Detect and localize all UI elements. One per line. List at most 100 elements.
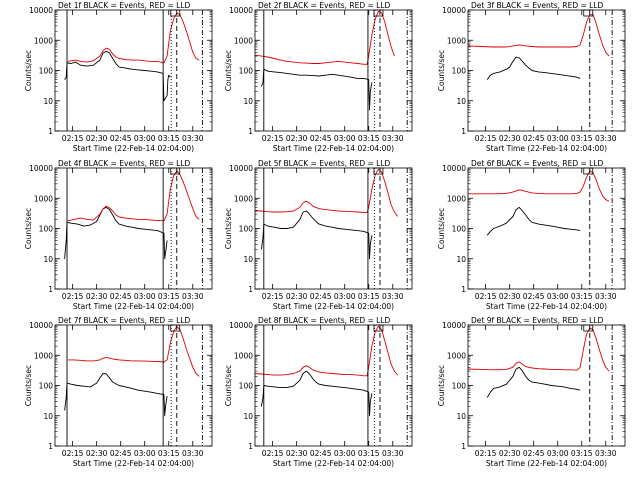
x-tick-label: 02:30 xyxy=(286,449,308,458)
x-tick-label: 02:45 xyxy=(523,292,545,301)
x-tick-label: 02:45 xyxy=(310,292,332,301)
y-tick-label: 1000 xyxy=(234,194,253,203)
y-axis-label: Counts/sec xyxy=(437,50,446,91)
x-tick-label: 03:00 xyxy=(134,292,156,301)
x-tick-label: 03:15 xyxy=(571,449,593,458)
x-tick-label: 03:00 xyxy=(547,134,569,143)
lld-series-line xyxy=(67,325,200,377)
x-tick-label: 03:30 xyxy=(595,292,617,301)
x-tick-label: 03:15 xyxy=(571,292,593,301)
x-tick-label: 02:15 xyxy=(262,292,284,301)
y-tick-label: 100 xyxy=(452,382,467,391)
panel-title: Det 9f BLACK = Events, RED = LLD xyxy=(471,316,604,325)
x-tick-label: 03:30 xyxy=(595,449,617,458)
x-tick-label: 02:45 xyxy=(310,449,332,458)
y-tick-label: 1000 xyxy=(234,36,253,45)
panel-title: Det 6f BLACK = Events, RED = LLD xyxy=(471,159,604,168)
x-tick-label: 02:30 xyxy=(86,134,108,143)
y-tick-label: 10 xyxy=(243,412,253,421)
x-tick-label: 03:00 xyxy=(134,134,156,143)
x-axis-label: Start Time (22-Feb-14 02:04:00) xyxy=(486,302,607,311)
y-tick-label: 10000 xyxy=(229,321,253,330)
y-tick-label: 10 xyxy=(456,255,466,264)
events-series-line xyxy=(260,210,373,260)
events-series-line xyxy=(64,206,168,260)
x-axis-label: Start Time (22-Feb-14 02:04:00) xyxy=(273,302,394,311)
events-series-line xyxy=(64,373,168,417)
y-tick-label: 1 xyxy=(48,127,53,136)
x-tick-label: 03:30 xyxy=(182,292,204,301)
panel-title: Det 8f BLACK = Events, RED = LLD xyxy=(258,316,391,325)
x-tick-label: 03:15 xyxy=(158,449,180,458)
panel-title: Det 7f BLACK = Events, RED = LLD xyxy=(58,316,191,325)
y-axis-label: Counts/sec xyxy=(224,50,233,91)
x-tick-label: 03:15 xyxy=(358,292,380,301)
events-series-line xyxy=(260,68,373,111)
x-tick-label: 03:30 xyxy=(382,449,404,458)
y-tick-label: 1000 xyxy=(34,194,53,203)
y-tick-label: 1000 xyxy=(447,351,466,360)
detector-panel-7: 1 10 100 1000 10000 02:15 02:30 02:45 03:00 03:15… xyxy=(24,316,213,468)
x-tick-label: 03:30 xyxy=(182,134,204,143)
x-tick-label: 02:15 xyxy=(475,449,497,458)
x-tick-label: 03:30 xyxy=(382,292,404,301)
x-tick-label: 02:30 xyxy=(499,449,521,458)
y-axis-label: Counts/sec xyxy=(224,365,233,406)
detector-panel-8: 1 10 100 1000 10000 02:15 02:30 02:45 03:00 03:15… xyxy=(224,316,413,468)
x-tick-label: 03:30 xyxy=(182,449,204,458)
y-tick-label: 1 xyxy=(48,442,53,451)
x-tick-label: 03:30 xyxy=(595,134,617,143)
events-series-line xyxy=(260,370,373,417)
x-axis-label: Start Time (22-Feb-14 02:04:00) xyxy=(273,144,394,153)
y-tick-label: 100 xyxy=(39,67,54,76)
x-tick-label: 02:15 xyxy=(475,134,497,143)
y-tick-label: 100 xyxy=(452,67,467,76)
x-tick-label: 03:30 xyxy=(382,134,404,143)
y-axis-label: Counts/sec xyxy=(24,208,33,249)
x-tick-label: 02:15 xyxy=(262,449,284,458)
x-tick-label: 03:00 xyxy=(547,292,569,301)
plot-frame xyxy=(467,324,626,447)
x-tick-label: 02:45 xyxy=(110,449,132,458)
detector-panel-4: 1 10 100 1000 10000 02:15 02:30 02:45 03:00 03:15… xyxy=(24,159,213,311)
x-axis-label: Start Time (22-Feb-14 02:04:00) xyxy=(73,459,194,468)
x-axis-label: Start Time (22-Feb-14 02:04:00) xyxy=(73,144,194,153)
y-axis-label: Counts/sec xyxy=(24,365,33,406)
events-series-line xyxy=(64,50,171,102)
plot-frame xyxy=(54,167,213,290)
y-tick-label: 100 xyxy=(39,225,54,234)
y-tick-label: 1000 xyxy=(34,36,53,45)
x-tick-label: 02:30 xyxy=(86,292,108,301)
x-axis-label: Start Time (22-Feb-14 02:04:00) xyxy=(273,459,394,468)
x-tick-label: 03:15 xyxy=(158,134,180,143)
x-tick-label: 02:30 xyxy=(499,292,521,301)
panel-title: Det 1f BLACK = Events, RED = LLD xyxy=(58,1,191,10)
x-tick-label: 02:15 xyxy=(475,292,497,301)
y-axis-label: Counts/sec xyxy=(224,208,233,249)
x-tick-label: 02:45 xyxy=(310,134,332,143)
y-tick-label: 10000 xyxy=(229,164,253,173)
y-tick-label: 10000 xyxy=(29,321,53,330)
y-axis-label: Counts/sec xyxy=(437,365,446,406)
y-tick-label: 10000 xyxy=(442,164,466,173)
y-tick-label: 10 xyxy=(43,255,53,264)
y-tick-label: 10 xyxy=(456,97,466,106)
y-tick-label: 1 xyxy=(248,285,253,294)
plot-frame xyxy=(254,9,413,132)
events-series-line xyxy=(486,206,581,236)
x-axis-label: Start Time (22-Feb-14 02:04:00) xyxy=(486,459,607,468)
y-tick-label: 1 xyxy=(48,285,53,294)
y-tick-label: 100 xyxy=(239,382,254,391)
y-tick-label: 10 xyxy=(43,97,53,106)
y-tick-label: 10000 xyxy=(442,321,466,330)
plot-frame xyxy=(254,324,413,447)
x-tick-label: 03:15 xyxy=(358,449,380,458)
x-tick-label: 02:30 xyxy=(286,292,308,301)
x-tick-label: 03:00 xyxy=(134,449,156,458)
x-tick-label: 03:00 xyxy=(334,292,356,301)
y-tick-label: 10 xyxy=(243,97,253,106)
x-tick-label: 03:15 xyxy=(158,292,180,301)
detector-panel-5: 1 10 100 1000 10000 02:15 02:30 02:45 03:00 03:15… xyxy=(224,159,413,311)
y-tick-label: 10000 xyxy=(29,164,53,173)
detector-panel-1: 1 10 100 1000 10000 02:15 02:30 02:45 03:00 03:15… xyxy=(24,1,213,153)
